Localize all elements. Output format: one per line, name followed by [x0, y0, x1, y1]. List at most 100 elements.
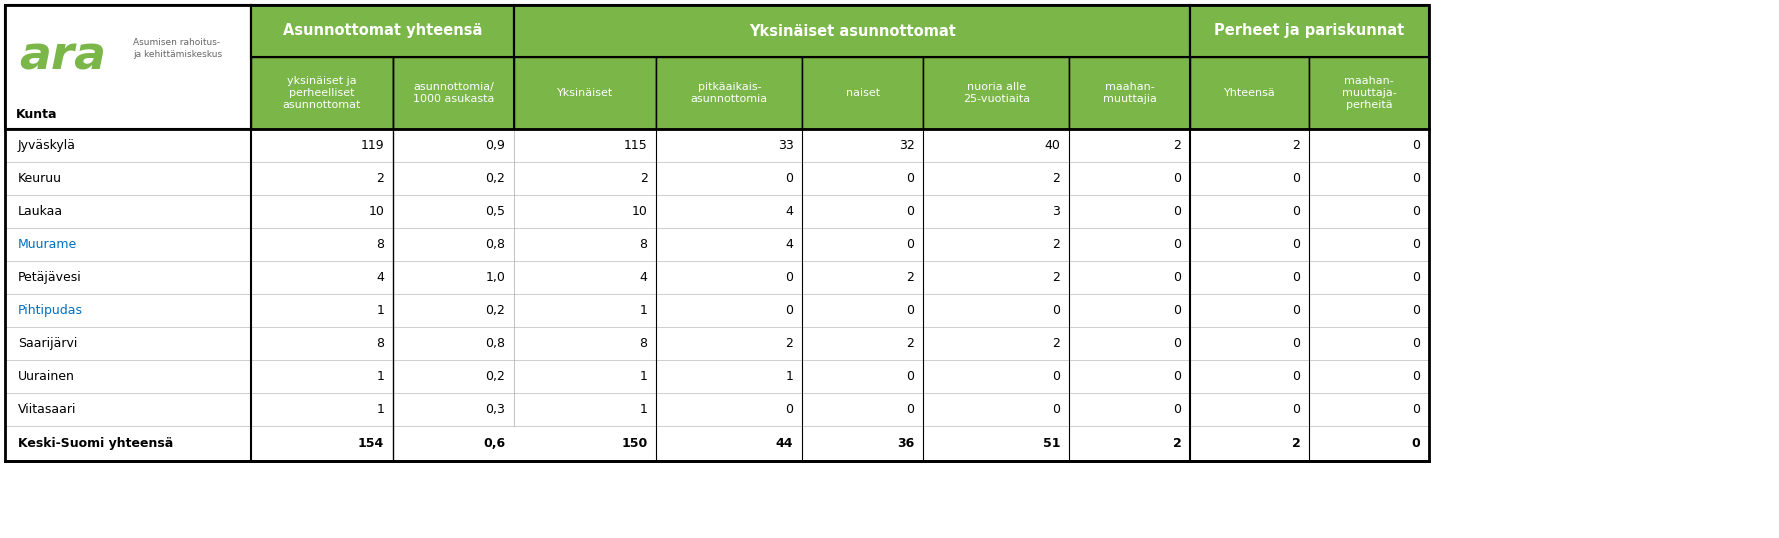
Text: Jyväskylä: Jyväskylä — [18, 139, 76, 152]
Bar — [5, 129, 1429, 162]
Text: 154: 154 — [358, 437, 384, 450]
Text: 1: 1 — [377, 304, 384, 317]
Bar — [5, 393, 1429, 426]
Text: 0: 0 — [1053, 403, 1060, 416]
Text: 4: 4 — [377, 271, 384, 284]
Bar — [1190, 57, 1309, 129]
Text: Yksinäiset asunnottomat: Yksinäiset asunnottomat — [749, 24, 955, 39]
Bar — [5, 294, 1429, 327]
Text: 2: 2 — [1293, 139, 1300, 152]
Text: naiset: naiset — [845, 88, 881, 98]
Text: 0,5: 0,5 — [486, 205, 505, 218]
Text: 2: 2 — [377, 172, 384, 185]
Text: 0,9: 0,9 — [486, 139, 505, 152]
Text: 40: 40 — [1044, 139, 1060, 152]
Bar — [5, 162, 1429, 195]
Text: Keuruu: Keuruu — [18, 172, 62, 185]
Bar — [1069, 57, 1190, 129]
Text: 0: 0 — [907, 304, 914, 317]
Text: 0: 0 — [1293, 172, 1300, 185]
Text: 0: 0 — [786, 271, 793, 284]
Text: 4: 4 — [640, 271, 648, 284]
Text: 119: 119 — [361, 139, 384, 152]
Text: 0: 0 — [1293, 205, 1300, 218]
Text: 0: 0 — [907, 172, 914, 185]
Text: Yksinäiset: Yksinäiset — [557, 88, 614, 98]
Text: 2: 2 — [907, 271, 914, 284]
Bar — [5, 228, 1429, 261]
Text: ara: ara — [20, 34, 107, 80]
Text: 0: 0 — [1174, 271, 1181, 284]
Bar — [5, 327, 1429, 360]
Text: 4: 4 — [786, 238, 793, 251]
Text: 10: 10 — [632, 205, 648, 218]
Text: 0: 0 — [1413, 205, 1420, 218]
Text: 0: 0 — [1174, 337, 1181, 350]
Text: Uurainen: Uurainen — [18, 370, 75, 383]
Text: 2: 2 — [1053, 337, 1060, 350]
Bar — [5, 195, 1429, 228]
Text: Laukaa: Laukaa — [18, 205, 62, 218]
Text: 0: 0 — [1293, 271, 1300, 284]
Bar — [1309, 57, 1429, 129]
Text: 51: 51 — [1042, 437, 1060, 450]
Text: 1: 1 — [640, 403, 648, 416]
Text: Asunnottomat yhteensä: Asunnottomat yhteensä — [283, 24, 482, 39]
Text: Keski-Suomi yhteensä: Keski-Suomi yhteensä — [18, 437, 173, 450]
Text: 0: 0 — [786, 304, 793, 317]
Text: 44: 44 — [776, 437, 793, 450]
Text: 8: 8 — [640, 238, 648, 251]
Text: 2: 2 — [1292, 437, 1300, 450]
Bar — [393, 57, 514, 129]
Text: 115: 115 — [624, 139, 648, 152]
Text: 0: 0 — [907, 238, 914, 251]
Text: Pihtipudas: Pihtipudas — [18, 304, 84, 317]
Text: Kunta: Kunta — [16, 108, 57, 121]
Text: 0,2: 0,2 — [486, 172, 505, 185]
Text: 8: 8 — [377, 238, 384, 251]
Text: 1,0: 1,0 — [486, 271, 505, 284]
Text: 0,8: 0,8 — [486, 238, 505, 251]
Text: Asumisen rahoitus-
ja kehittämiskeskus: Asumisen rahoitus- ja kehittämiskeskus — [133, 38, 222, 59]
Text: pitkäaikais-
asunnottomia: pitkäaikais- asunnottomia — [690, 82, 769, 104]
Text: 0: 0 — [1293, 238, 1300, 251]
Text: 2: 2 — [907, 337, 914, 350]
Text: 0: 0 — [907, 205, 914, 218]
Text: 4: 4 — [786, 205, 793, 218]
Text: 3: 3 — [1053, 205, 1060, 218]
Text: 0,2: 0,2 — [486, 304, 505, 317]
Text: 1: 1 — [640, 304, 648, 317]
Text: 0: 0 — [1413, 403, 1420, 416]
Text: 0: 0 — [1174, 205, 1181, 218]
Text: 0: 0 — [1174, 238, 1181, 251]
Text: maahan-
muuttajia: maahan- muuttajia — [1103, 82, 1156, 104]
Text: yksinäiset ja
perheelliset
asunnottomat: yksinäiset ja perheelliset asunnottomat — [283, 76, 361, 110]
Text: 36: 36 — [897, 437, 914, 450]
Text: Viitasaari: Viitasaari — [18, 403, 76, 416]
Text: 32: 32 — [898, 139, 914, 152]
Text: 0,3: 0,3 — [486, 403, 505, 416]
Text: 2: 2 — [1053, 238, 1060, 251]
Text: 33: 33 — [777, 139, 793, 152]
Bar — [1190, 5, 1429, 57]
Text: 0: 0 — [1174, 370, 1181, 383]
Text: 1: 1 — [377, 370, 384, 383]
Text: 1: 1 — [786, 370, 793, 383]
Bar — [656, 57, 802, 129]
Bar — [923, 57, 1069, 129]
Text: 0: 0 — [1413, 238, 1420, 251]
Text: Yhteensä: Yhteensä — [1224, 88, 1276, 98]
Text: 0: 0 — [1413, 172, 1420, 185]
Text: 0: 0 — [1413, 139, 1420, 152]
Text: 10: 10 — [368, 205, 384, 218]
Text: 0,6: 0,6 — [484, 437, 505, 450]
Text: 1: 1 — [377, 403, 384, 416]
Text: Muurame: Muurame — [18, 238, 76, 251]
Bar — [5, 261, 1429, 294]
Text: 0: 0 — [1413, 304, 1420, 317]
Text: 0,2: 0,2 — [486, 370, 505, 383]
Bar — [5, 426, 1429, 461]
Text: 0: 0 — [1174, 304, 1181, 317]
Text: 2: 2 — [1053, 172, 1060, 185]
Bar — [514, 57, 656, 129]
